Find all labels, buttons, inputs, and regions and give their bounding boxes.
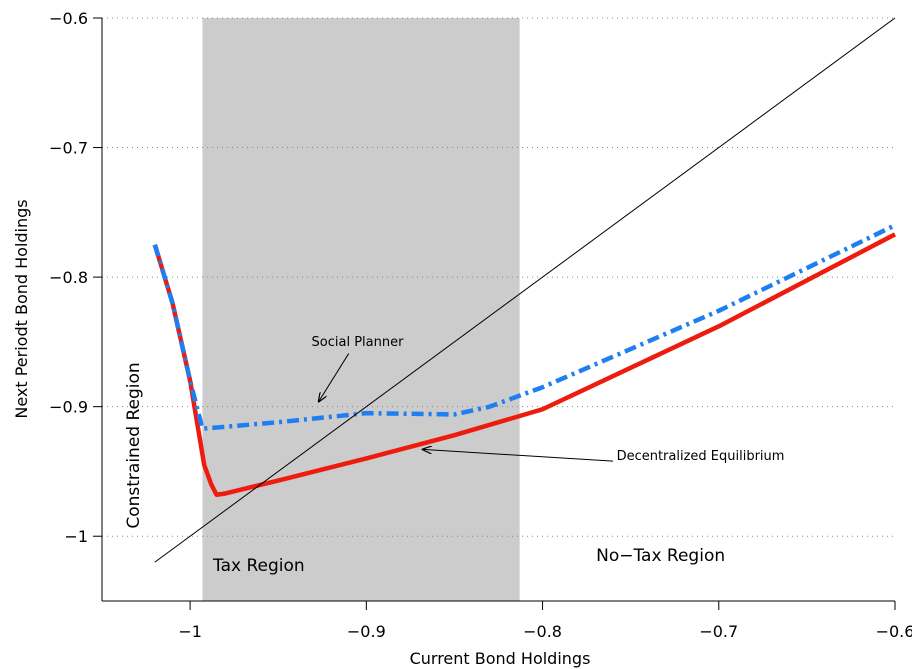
annotation-tax-region: Tax Region bbox=[212, 556, 305, 576]
x-tick-label-4: −0.6 bbox=[876, 622, 912, 641]
y-tick-label-2: −0.8 bbox=[49, 268, 88, 287]
annotation-no-tax-region: No−Tax Region bbox=[596, 546, 725, 566]
x-tick-label-1: −0.9 bbox=[347, 622, 386, 641]
decentralized-equilibrium-line bbox=[152, 232, 897, 498]
y-axis-title: Next Periodt Bond Holdings bbox=[12, 199, 31, 418]
y-tick-label-0: −1 bbox=[64, 527, 88, 546]
x-axis-title: Current Bond Holdings bbox=[410, 649, 591, 668]
y-tick-label-3: −0.7 bbox=[49, 139, 88, 158]
x-tick-label-2: −0.8 bbox=[523, 622, 562, 641]
annotation-arrow-1 bbox=[423, 449, 614, 462]
annotation-social-planner: Social Planner bbox=[312, 335, 405, 350]
x-tick-label-0: −1 bbox=[178, 622, 202, 641]
y-tick-label-1: −0.9 bbox=[49, 398, 88, 417]
diagonal-45-line bbox=[154, 17, 896, 563]
y-tick-label-4: −0.6 bbox=[49, 9, 88, 28]
annotation-arrow-0 bbox=[319, 353, 350, 402]
annotation-decentralized-equilibrium: Decentralized Equilibrium bbox=[617, 449, 785, 464]
x-tick-label-3: −0.7 bbox=[699, 622, 738, 641]
annotation-constrained-region: Constrained Region bbox=[124, 362, 144, 528]
social-planner-line bbox=[152, 223, 896, 431]
tax-region-shade bbox=[202, 18, 520, 601]
